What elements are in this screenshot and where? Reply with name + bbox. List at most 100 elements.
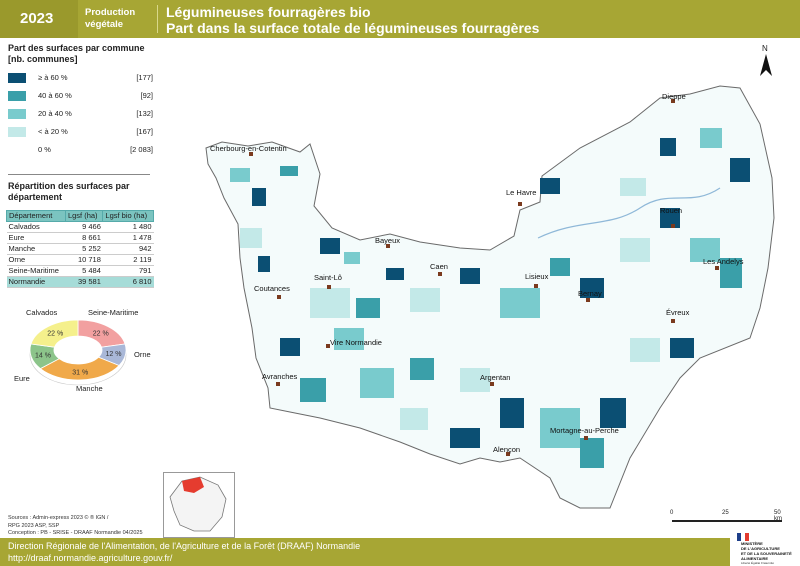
- map-subtitle: Part dans la surface totale de légumineu…: [166, 20, 540, 36]
- ministry-line1: MINISTÈRE: [741, 541, 763, 546]
- normandy-highlight: [182, 477, 204, 493]
- city-markers: [249, 99, 719, 456]
- inset-svg: [169, 476, 227, 532]
- city-label: Vire Normandie: [330, 338, 382, 347]
- header-cell: Département: [6, 210, 66, 222]
- table-row: Orne 10 718 2 119: [6, 254, 154, 266]
- city-label: Les Andelys: [703, 257, 744, 266]
- scale-bar: 0 25 50 km: [670, 510, 790, 526]
- header-divider: [157, 5, 158, 33]
- donut-value-label: 12 %: [105, 351, 121, 358]
- legend-count: [132]: [136, 109, 153, 118]
- legend-row: 0 % [2 083]: [8, 144, 153, 156]
- donut-category-label: Orne: [134, 350, 151, 359]
- table-cell: 1 480: [102, 221, 154, 233]
- table-cell: 5 252: [65, 243, 103, 255]
- commune-patches: [230, 128, 750, 468]
- table-cell: Orne: [6, 254, 66, 266]
- table-cell: 1 478: [102, 232, 154, 244]
- map-svg: [160, 38, 800, 538]
- donut-category-label: Calvados: [26, 308, 58, 317]
- donut-category-label: Eure: [14, 374, 30, 383]
- north-arrow: N: [758, 44, 774, 78]
- table-cell: Calvados: [6, 221, 66, 233]
- table-cell: Eure: [6, 232, 66, 244]
- scale-tick-label: 50 km: [774, 510, 782, 522]
- table-total-row: Normandie 39 581 6 810: [6, 276, 154, 288]
- table-row: Manche 5 252 942: [6, 243, 154, 255]
- footer-bar: [0, 538, 730, 566]
- city-label: Caen: [430, 262, 448, 271]
- header-cell: Lgsf (ha): [64, 210, 104, 222]
- scale-tick-label: 0: [670, 510, 674, 516]
- city-label: Saint-Lô: [314, 273, 342, 282]
- table-row: Calvados 9 466 1 480: [6, 221, 154, 233]
- ministry-logo: MINISTÈRE DE L'AGRICULTURE ET DE LA SOUV…: [737, 529, 797, 565]
- seine-river: [537, 187, 721, 239]
- legend-title-line1: Part des surfaces par commune: [8, 43, 145, 53]
- table-cell: 2 119: [102, 254, 154, 266]
- legend-count: [92]: [140, 91, 153, 100]
- left-panel: Part des surfaces par commune [nb. commu…: [0, 38, 160, 538]
- footer-url[interactable]: http://draaf.normandie.agriculture.gouv.…: [8, 553, 173, 563]
- footer-org: Direction Régionale de l'Alimentation, d…: [8, 541, 361, 551]
- table-cell: 39 581: [65, 276, 103, 288]
- legend-row: 20 à 40 % [132]: [8, 108, 153, 120]
- table-cell: 942: [102, 243, 154, 255]
- category-label: Production végétale: [85, 7, 135, 31]
- legend-row: 40 à 60 % [92]: [8, 90, 153, 102]
- flag-icon: [737, 533, 749, 541]
- legend-swatch: [8, 91, 26, 101]
- city-label: Dieppe: [662, 92, 686, 101]
- donut-svg: 22 % 12 % 31 % 14 % 22 %: [29, 319, 127, 386]
- donut-slice: [30, 319, 79, 348]
- table-row: Eure 8 661 1 478: [6, 232, 154, 244]
- legend-label: 40 à 60 %: [38, 91, 72, 100]
- donut-category-label: Manche: [76, 384, 103, 393]
- table-cell: Seine-Maritime: [6, 265, 66, 277]
- legend-count: [167]: [136, 127, 153, 136]
- city-label: Lisieux: [525, 272, 549, 281]
- table-cell: 10 718: [65, 254, 103, 266]
- donut-chart: 22 % 12 % 31 % 14 % 22 % Calvados Seine-Mari…: [0, 300, 160, 400]
- map-title: Légumineuses fourragères bio: [166, 4, 371, 20]
- city-label: Coutances: [254, 284, 290, 293]
- donut-category-label: Seine-Maritime: [88, 308, 139, 317]
- city-label: Mortagne-au-Perche: [550, 426, 619, 435]
- north-label: N: [762, 44, 768, 53]
- legend-title-line2: [nb. communes]: [8, 54, 78, 64]
- legend-title: Part des surfaces par commune [nb. commu…: [8, 43, 145, 65]
- scale-line: [672, 520, 782, 522]
- city-label: Le Havre: [506, 188, 537, 197]
- city-label: Argentan: [480, 373, 511, 382]
- department-table: Département Lgsf (ha) Lgsf bio (ha) Calv…: [6, 210, 154, 288]
- ministry-motto3: Fraternité: [761, 561, 774, 565]
- header-bar: [0, 0, 800, 38]
- legend-swatch: [8, 145, 26, 155]
- repartition-title-line1: Répartition des surfaces par: [8, 181, 130, 191]
- donut-value-label: 22 %: [93, 330, 109, 337]
- france-inset-map: [163, 472, 235, 538]
- city-label: Rouen: [660, 206, 683, 215]
- legend-label: ≥ à 60 %: [38, 73, 68, 82]
- north-arrow-icon: [760, 54, 772, 76]
- city-label: Cherbourg-en-Cotentin: [210, 144, 287, 153]
- table-cell: 9 466: [65, 221, 103, 233]
- category-line2: végétale: [85, 19, 124, 30]
- city-label: Bernay: [578, 289, 602, 298]
- table-cell: Normandie: [6, 276, 66, 288]
- legend-count: [177]: [136, 73, 153, 82]
- legend-row: < à 20 % [167]: [8, 126, 153, 138]
- donut-value-label: 22 %: [47, 330, 63, 337]
- table-cell: 6 810: [102, 276, 154, 288]
- legend-label: 20 à 40 %: [38, 109, 72, 118]
- year-box: [0, 0, 78, 38]
- repartition-title: Répartition des surfaces par département: [8, 181, 130, 203]
- city-label: Évreux: [666, 308, 690, 317]
- legend-row: ≥ à 60 % [177]: [8, 72, 153, 84]
- ministry-motto1: Liberté: [741, 561, 751, 565]
- city-label: Bayeux: [375, 236, 401, 245]
- scale-tick-label: 25: [722, 510, 729, 516]
- ministry-line2: DE L'AGRICULTURE: [741, 546, 780, 551]
- ministry-line3: ET DE LA SOUVERAINETÉ: [741, 551, 792, 556]
